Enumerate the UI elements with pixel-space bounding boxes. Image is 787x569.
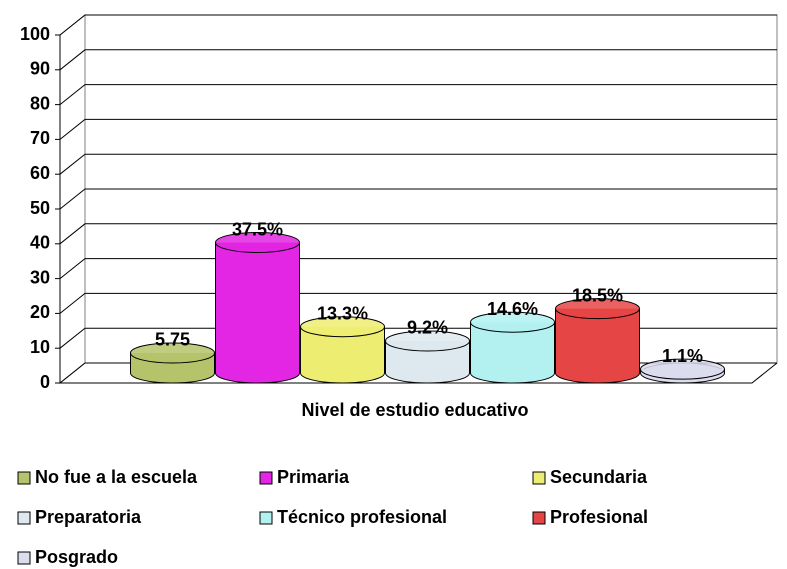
bar xyxy=(640,358,725,384)
bar-top xyxy=(640,358,725,380)
data-label: 5.75 xyxy=(155,330,190,350)
y-tick-label: 40 xyxy=(30,233,50,253)
data-label: 37.5% xyxy=(232,219,283,239)
bar-top xyxy=(555,298,640,320)
y-tick-label: 100 xyxy=(20,24,50,44)
bar-top xyxy=(215,232,300,253)
grid-line xyxy=(59,223,777,245)
bar-top xyxy=(130,342,215,364)
bar xyxy=(470,311,555,384)
x-axis-label: Nivel de estudio educativo xyxy=(301,400,528,420)
y-tick-label: 0 xyxy=(40,372,50,392)
legend-label: Primaria xyxy=(277,467,350,487)
legend-marker xyxy=(532,511,546,525)
grid-line xyxy=(59,292,777,314)
bar-top xyxy=(300,316,385,338)
y-tick-label: 50 xyxy=(30,198,50,218)
grid-line xyxy=(59,188,777,210)
bar xyxy=(215,232,300,384)
legend-label: Posgrado xyxy=(35,547,118,567)
data-label: 9.2% xyxy=(407,318,448,338)
floor xyxy=(60,362,778,384)
bar-top xyxy=(470,311,555,333)
y-tick-label: 90 xyxy=(30,59,50,79)
legend-marker xyxy=(532,471,546,485)
bar-body xyxy=(215,242,300,373)
y-tick-label: 70 xyxy=(30,128,50,148)
data-label: 13.3% xyxy=(317,303,368,323)
grid-line xyxy=(59,153,777,175)
legend-marker xyxy=(17,511,31,525)
bar xyxy=(555,298,640,384)
legend-label: Técnico profesional xyxy=(277,507,447,527)
grid-line xyxy=(59,258,777,279)
bar-body xyxy=(555,308,640,373)
legend-marker xyxy=(259,471,273,485)
grid-line xyxy=(59,14,777,36)
y-tick-label: 10 xyxy=(30,337,50,357)
legend-label: No fue a la escuela xyxy=(35,467,198,487)
data-label: 14.6% xyxy=(487,299,538,319)
bar xyxy=(300,316,385,384)
bar-top xyxy=(385,330,470,352)
y-tick-label: 80 xyxy=(30,93,50,113)
y-tick-label: 30 xyxy=(30,267,50,287)
grid-line xyxy=(59,118,777,140)
data-label: 1.1% xyxy=(662,346,703,366)
legend-label: Preparatoria xyxy=(35,507,142,527)
y-tick-label: 20 xyxy=(30,302,50,322)
legend-label: Profesional xyxy=(550,507,648,527)
data-label: 18.5% xyxy=(572,285,623,305)
grid-line xyxy=(59,49,777,71)
y-tick-label: 60 xyxy=(30,163,50,183)
bar xyxy=(130,342,215,384)
bar xyxy=(385,330,470,384)
legend-label: Secundaria xyxy=(550,467,648,487)
legend-marker xyxy=(17,471,31,485)
legend-marker xyxy=(259,511,273,525)
legend-marker xyxy=(17,551,31,565)
grid-line xyxy=(59,84,777,105)
